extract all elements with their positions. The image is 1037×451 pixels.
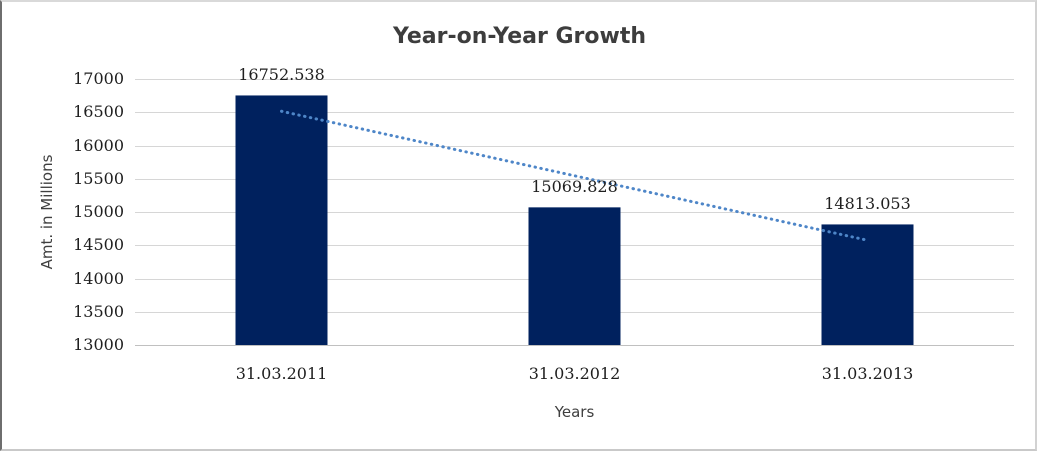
y-tick-label: 15000 (73, 202, 124, 221)
x-axis-title: Years (554, 403, 595, 421)
bar-data-label: 14813.053 (824, 194, 911, 214)
y-tick-label: 15500 (73, 168, 124, 188)
y-tick-label: 16000 (73, 135, 124, 155)
y-tick-label: 16500 (73, 102, 124, 122)
bar-31.03.2012 (528, 207, 621, 345)
x-category-label: 31.03.2013 (821, 364, 914, 383)
bar-31.03.2011 (235, 95, 328, 345)
y-tick-label: 13500 (73, 301, 124, 321)
bar-31.03.2013 (821, 224, 914, 345)
bar-data-label: 16752.538 (238, 65, 325, 85)
x-category-label: 31.03.2011 (235, 364, 328, 383)
y-tick-label: 13000 (73, 335, 124, 354)
trendline (280, 109, 869, 242)
x-category-label: 31.03.2012 (528, 364, 621, 383)
bar-data-label: 15069.828 (531, 177, 618, 197)
y-tick-label: 17000 (73, 69, 124, 88)
y-tick-label: 14500 (73, 235, 124, 255)
y-tick-label: 14000 (73, 268, 124, 288)
chart-title: Year-on-Year Growth (392, 24, 647, 49)
